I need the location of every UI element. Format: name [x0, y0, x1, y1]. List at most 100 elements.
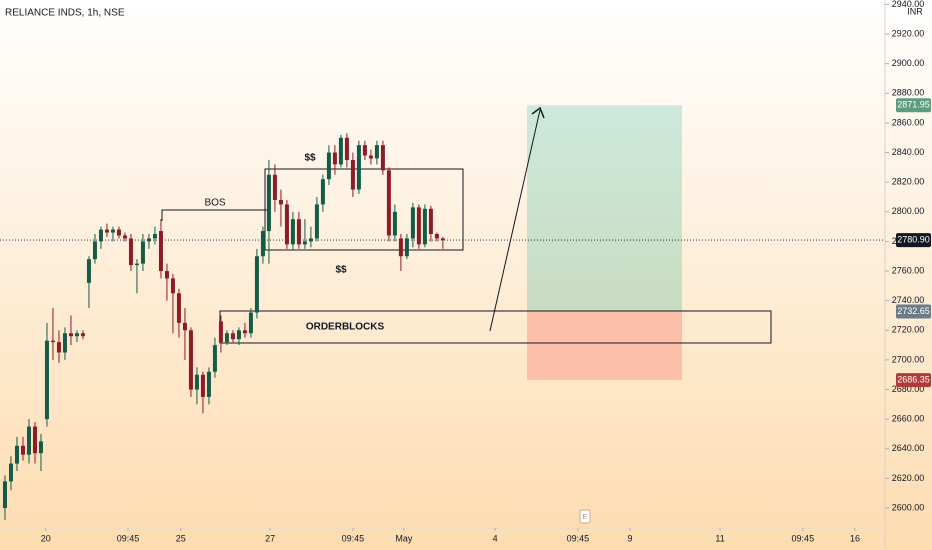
candle-body — [362, 145, 367, 156]
price-badge — [896, 373, 931, 388]
candle-body — [398, 238, 403, 257]
price-badge — [896, 304, 931, 319]
candle-body — [212, 345, 217, 372]
candle-body — [422, 208, 427, 245]
candle-body — [290, 219, 295, 245]
candle-body — [242, 330, 247, 334]
candle-body — [2, 481, 7, 509]
candle-body — [26, 426, 31, 455]
candle-body — [260, 231, 265, 257]
event-icon-text: E — [583, 514, 588, 521]
candle-body — [44, 340, 49, 420]
bos-label: BOS — [204, 198, 225, 209]
price-badge-label: 2871.95 — [897, 100, 930, 110]
candle-body — [278, 199, 283, 205]
candle-body — [134, 263, 139, 266]
candle-body — [20, 445, 25, 455]
y-tick-label: 2860.00 — [892, 117, 925, 127]
candle-body — [140, 241, 145, 264]
candle-body — [236, 330, 241, 340]
candle-body — [182, 322, 187, 331]
chart-title: RELIANCE INDS, 1h, NSE — [5, 8, 125, 19]
candle-body — [188, 330, 193, 390]
candle-body — [266, 174, 271, 232]
candle-body — [302, 241, 307, 245]
candle-body — [296, 219, 301, 245]
candle-body — [56, 342, 61, 353]
candle-body — [146, 238, 151, 242]
candle-body — [38, 441, 43, 454]
candle-body — [176, 293, 181, 323]
arrow — [489, 109, 541, 332]
y-tick-label: 2840.00 — [892, 147, 925, 157]
candle-body — [308, 238, 313, 242]
candle-body — [224, 333, 229, 343]
candle-body — [440, 238, 445, 241]
candle-body — [116, 229, 121, 236]
candle-body — [314, 204, 319, 239]
x-tick-label: 09:45 — [117, 533, 140, 543]
x-tick-label: 11 — [715, 533, 724, 543]
y-tick-label: 2600.00 — [892, 502, 925, 512]
candle-body — [8, 463, 13, 482]
candle-body — [344, 137, 349, 160]
arrow-head — [531, 106, 545, 119]
y-tick-label: 2760.00 — [892, 265, 925, 275]
candle-body — [194, 374, 199, 390]
x-tick-label: May — [395, 533, 413, 543]
x-tick-label: 09:45 — [342, 533, 365, 543]
price-badge — [896, 233, 931, 248]
profit-zone — [527, 105, 682, 312]
candle-body — [272, 174, 277, 200]
candle-body — [152, 234, 157, 239]
candle-body — [332, 152, 337, 165]
currency: INR — [907, 6, 923, 16]
candle-body — [404, 238, 409, 257]
y-tick-label: 2700.00 — [892, 354, 925, 364]
candle-body — [110, 229, 115, 233]
candle-body — [92, 241, 97, 260]
candle-body — [392, 211, 397, 236]
candle-body — [104, 229, 109, 233]
y-tick-label: 2640.00 — [892, 443, 925, 453]
candle-body — [356, 145, 361, 190]
x-tick-label: 09:45 — [567, 533, 590, 543]
candle-body — [374, 145, 379, 159]
candle-body — [62, 333, 67, 353]
event-icon[interactable] — [579, 509, 591, 524]
candle-body — [428, 208, 433, 235]
y-tick-label: 2900.00 — [892, 58, 925, 68]
y-tick-label: 2740.00 — [892, 295, 925, 305]
price-badge-label: 2732.65 — [897, 306, 930, 316]
candle-body — [164, 271, 169, 279]
y-tick-label: 2620.00 — [892, 473, 925, 483]
candle-body — [50, 340, 55, 343]
candle-body — [86, 259, 91, 283]
loss-zone — [527, 311, 682, 381]
bos-line — [161, 209, 268, 221]
candle-body — [350, 159, 355, 190]
candle-body — [284, 204, 289, 245]
candle-body — [158, 231, 163, 272]
candle-body — [98, 229, 103, 242]
y-tick-label: 2820.00 — [892, 177, 925, 187]
x-tick-label: 27 — [265, 533, 275, 543]
x-tick-label: 20 — [41, 533, 51, 543]
candle-body — [170, 278, 175, 294]
candle-body — [128, 238, 133, 266]
candle-body — [338, 137, 343, 165]
candle-body — [320, 179, 325, 205]
price-badge-label: 2780.90 — [897, 234, 930, 244]
candle-body — [74, 333, 79, 337]
x-tick-label: 25 — [176, 533, 186, 543]
y-tick-label: 2680.00 — [892, 384, 925, 394]
candle-body — [122, 235, 127, 239]
candle-body — [80, 333, 85, 337]
candle-body — [230, 333, 235, 340]
y-tick-label: 2920.00 — [892, 28, 925, 38]
candle-body — [434, 234, 439, 239]
candle-body — [326, 152, 331, 180]
x-tick-label: 4 — [493, 533, 498, 543]
